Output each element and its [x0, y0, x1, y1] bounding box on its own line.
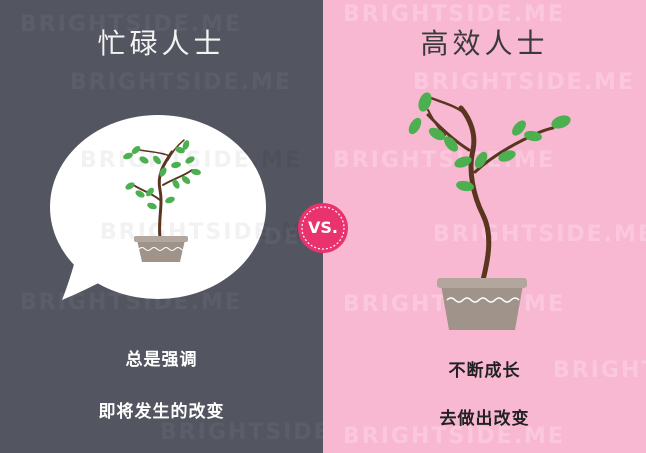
caption-line: 不断成长	[448, 361, 521, 381]
left-panel: BRIGHTSIDE.ME BRIGHTSIDE.ME BRIGHTSIDE.M…	[0, 0, 323, 453]
caption-line: 即将发生的改变	[98, 402, 225, 422]
vs-badge-icon	[298, 203, 348, 253]
right-panel: BRIGHTSIDE.ME BRIGHTSIDE.ME BRIGHTSIDE.M…	[323, 0, 646, 453]
caption-line: 去做出改变	[439, 409, 530, 429]
caption-line: 总是强调	[125, 350, 198, 370]
panel-title: 忙碌人士	[97, 27, 226, 60]
watermark-text: BRIGHTSIDE.ME	[160, 420, 323, 445]
speech-bubble	[50, 115, 266, 300]
panel-title: 高效人士	[420, 27, 549, 60]
large-plant-icon	[408, 92, 571, 330]
small-plant-icon	[123, 139, 201, 262]
vs-label: VS.	[308, 218, 338, 237]
